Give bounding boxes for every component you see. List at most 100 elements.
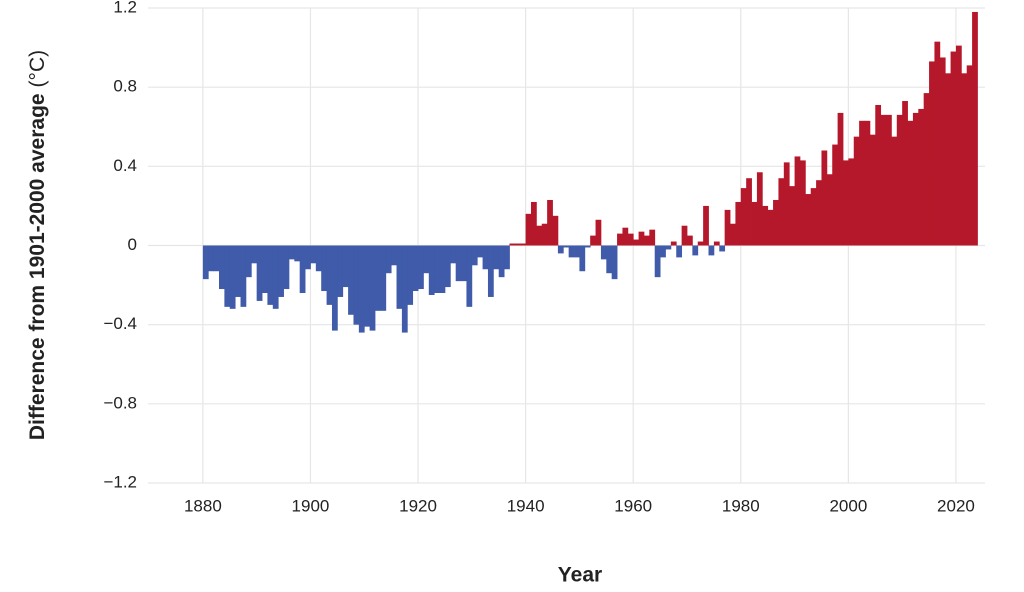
x-tick-label: 2000 — [829, 496, 867, 515]
bar — [832, 144, 839, 246]
bar — [563, 245, 570, 248]
bar — [525, 213, 532, 246]
bar — [923, 93, 930, 246]
bar — [869, 134, 876, 246]
bar — [719, 245, 726, 252]
x-tick-label: 1960 — [614, 496, 652, 515]
bar — [267, 245, 274, 305]
bar — [676, 245, 683, 258]
x-tick-label: 1980 — [722, 496, 760, 515]
bar — [950, 51, 957, 246]
bar — [294, 245, 301, 262]
bar — [299, 245, 306, 293]
bar — [762, 205, 769, 246]
bar — [633, 239, 639, 246]
bar — [574, 245, 580, 258]
bar — [240, 245, 247, 307]
y-axis-title-unit: (°C) — [26, 50, 49, 88]
bar — [654, 245, 661, 278]
bar — [272, 245, 279, 309]
bar — [504, 245, 510, 270]
bar — [477, 245, 483, 258]
bar — [579, 245, 586, 272]
bar — [288, 245, 295, 260]
y-tick-label: 0 — [128, 235, 137, 254]
bar — [600, 245, 607, 260]
bar — [724, 209, 731, 246]
bar — [568, 245, 575, 258]
bar — [493, 245, 500, 270]
bar — [756, 172, 763, 246]
y-tick-label: 0.8 — [113, 77, 137, 96]
bar — [891, 136, 898, 246]
bar — [627, 233, 634, 246]
bar — [391, 245, 397, 266]
bar — [810, 188, 817, 246]
bar — [746, 178, 752, 246]
bar — [461, 245, 467, 282]
bar — [487, 245, 494, 297]
bar — [826, 174, 833, 246]
bar — [929, 61, 935, 246]
bar — [665, 245, 672, 250]
bar — [859, 120, 865, 246]
y-tick-label: −0.4 — [103, 314, 137, 333]
bar — [611, 245, 618, 280]
bar — [966, 65, 973, 246]
y-tick-label: 0.4 — [113, 156, 137, 175]
bar — [880, 114, 887, 246]
bar — [224, 245, 231, 307]
bar — [547, 199, 553, 246]
bar — [262, 245, 268, 293]
bar — [348, 245, 354, 315]
bar — [455, 245, 462, 282]
bar — [955, 45, 962, 246]
bar — [902, 101, 908, 246]
bar — [251, 245, 258, 264]
bar — [842, 160, 849, 246]
bar — [358, 245, 365, 333]
x-tick-label: 2020 — [937, 496, 975, 515]
bar — [918, 108, 925, 246]
bar — [735, 201, 742, 246]
bar — [213, 245, 220, 272]
bar — [385, 245, 392, 274]
bar — [541, 223, 548, 246]
bar — [434, 245, 440, 293]
bar — [660, 245, 666, 258]
bar — [396, 245, 403, 309]
bar — [816, 180, 822, 246]
y-axis-title-main: Difference from 1901-2000 average — [26, 93, 49, 440]
bar — [219, 245, 225, 290]
bar — [321, 245, 327, 292]
bar — [896, 114, 903, 246]
bar — [375, 245, 381, 311]
bar — [703, 205, 709, 246]
bar — [331, 245, 338, 331]
bar — [740, 188, 747, 246]
bar — [202, 245, 209, 280]
bar — [466, 245, 473, 307]
bar — [939, 57, 946, 246]
bar — [369, 245, 376, 331]
bar — [713, 241, 720, 246]
bar — [783, 162, 790, 246]
bar — [638, 231, 645, 246]
y-tick-label: 1.2 — [113, 0, 137, 16]
bar — [482, 245, 489, 270]
y-tick-label: −0.8 — [103, 393, 137, 412]
x-tick-label: 1900 — [292, 496, 330, 515]
bar — [912, 112, 919, 246]
bar — [848, 158, 855, 246]
bar — [326, 245, 333, 305]
bar — [961, 73, 968, 246]
bar — [794, 156, 801, 246]
bar — [450, 245, 457, 264]
bar — [208, 245, 215, 272]
bar — [552, 215, 559, 246]
bar — [590, 235, 596, 246]
bar — [606, 245, 613, 274]
bar — [767, 209, 774, 246]
